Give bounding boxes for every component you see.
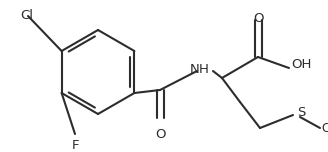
Text: H: H <box>199 63 209 76</box>
Text: O: O <box>253 12 263 25</box>
Text: F: F <box>72 139 79 152</box>
Text: Cl: Cl <box>20 9 33 22</box>
Text: N: N <box>190 63 200 76</box>
Text: O: O <box>155 128 165 141</box>
Text: CH₃: CH₃ <box>321 121 328 135</box>
Text: S: S <box>297 105 305 119</box>
Text: OH: OH <box>291 57 311 71</box>
